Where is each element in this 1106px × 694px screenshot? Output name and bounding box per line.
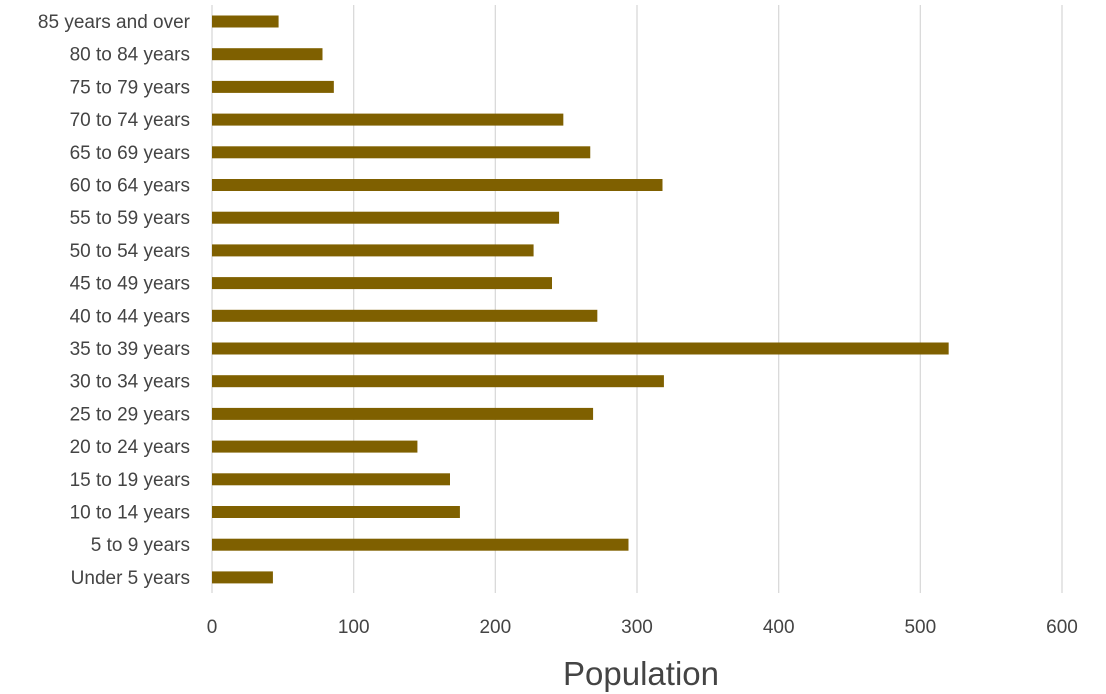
category-label: 55 to 59 years — [70, 208, 190, 229]
bar — [212, 113, 564, 126]
bar — [212, 473, 450, 486]
category-labels: 85 years and over 80 to 84 years 75 to 79 … — [38, 12, 191, 589]
bars — [212, 15, 949, 584]
bar — [212, 571, 273, 584]
category-label: 15 to 19 years — [70, 470, 190, 491]
bar — [212, 48, 323, 61]
category-label: 60 to 64 years — [70, 176, 190, 197]
category-label: 65 to 69 years — [70, 143, 190, 164]
category-label: 80 to 84 years — [70, 45, 190, 66]
category-label: 20 to 24 years — [70, 437, 190, 458]
x-axis-title: Population — [563, 655, 719, 692]
category-label: 45 to 49 years — [70, 274, 190, 295]
bar — [212, 211, 560, 224]
bar — [212, 506, 460, 518]
category-label: 30 to 34 years — [70, 372, 190, 393]
category-label: 10 to 14 years — [70, 503, 190, 524]
x-tick-label: 400 — [763, 617, 795, 638]
category-label: 40 to 44 years — [70, 306, 190, 327]
category-label: Under 5 years — [71, 568, 190, 589]
x-tick-label: 100 — [338, 617, 370, 638]
gridlines — [211, 5, 1063, 593]
x-tick-label: 300 — [621, 617, 653, 638]
category-label: 50 to 54 years — [70, 241, 190, 262]
x-tick-label: 500 — [904, 617, 936, 638]
category-label: 35 to 39 years — [70, 339, 190, 360]
x-tick-label: 200 — [479, 617, 511, 638]
bar — [212, 179, 663, 191]
bar — [212, 15, 279, 28]
bar — [212, 538, 629, 551]
x-tick-label: 600 — [1046, 617, 1078, 638]
bar — [212, 80, 334, 93]
bar — [212, 440, 418, 453]
category-label: 5 to 9 years — [91, 535, 190, 556]
bar — [212, 342, 949, 355]
bar — [212, 244, 534, 257]
category-label: 75 to 79 years — [70, 77, 190, 98]
category-label: 70 to 74 years — [70, 110, 190, 131]
category-label: 25 to 29 years — [70, 404, 190, 425]
category-label: 85 years and over — [38, 12, 191, 33]
x-tick-labels: 0 100 200 300 400 500 600 — [207, 617, 1078, 638]
bar — [212, 277, 552, 290]
bar — [212, 309, 598, 322]
bar — [212, 146, 591, 159]
bar — [212, 407, 594, 420]
x-tick-label: 0 — [207, 617, 218, 638]
bar — [212, 375, 664, 388]
